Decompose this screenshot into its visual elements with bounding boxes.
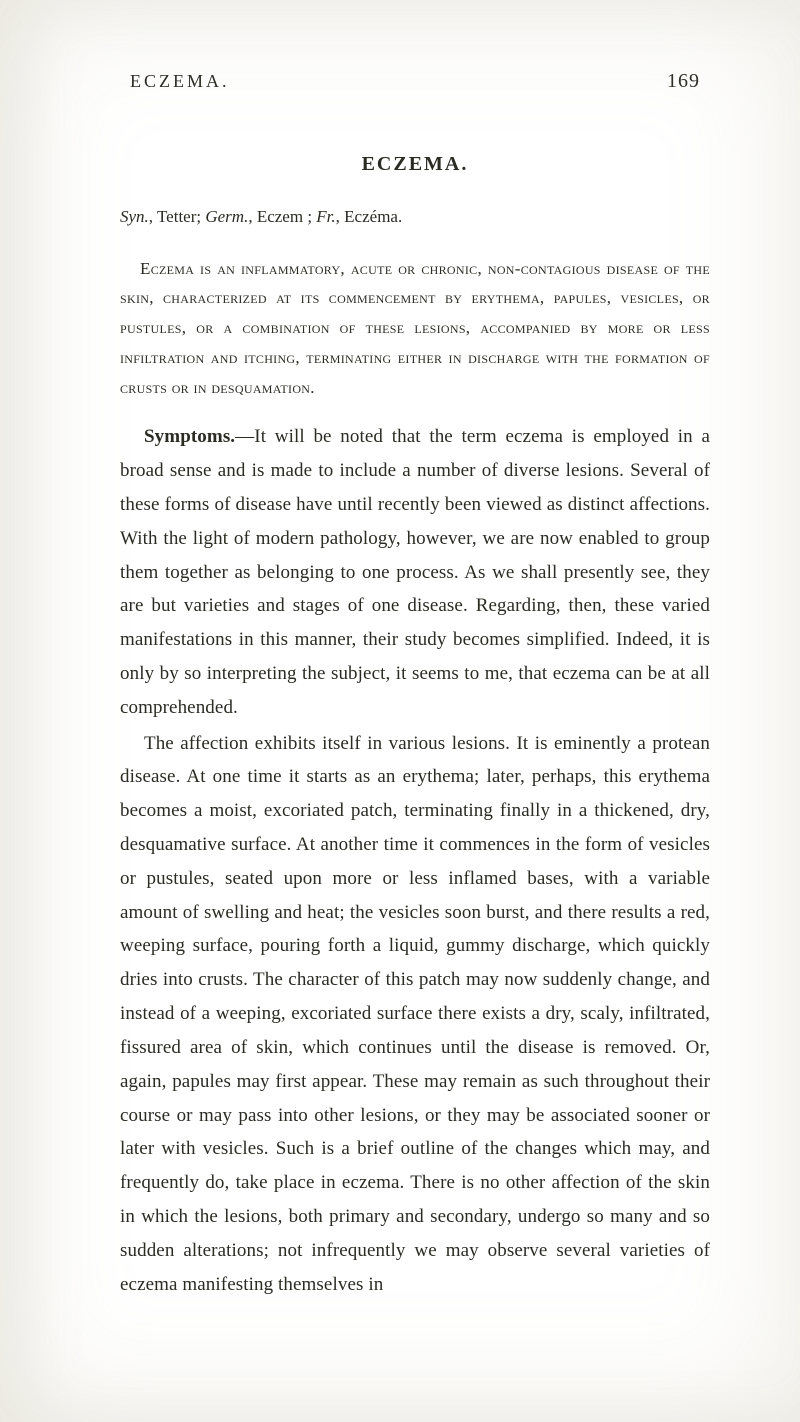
synonym-line: Syn., Tetter; Germ., Eczem ; Fr., Eczéma… (120, 204, 710, 230)
running-head: ECZEMA. (130, 71, 230, 92)
page: ECZEMA. 169 ECZEMA. Syn., Tetter; Germ.,… (0, 0, 800, 1422)
page-number: 169 (667, 70, 700, 93)
page-header: ECZEMA. 169 (120, 70, 710, 93)
run-in-heading: Symptoms. (144, 426, 235, 447)
syn-abbrev: Syn. (120, 207, 149, 226)
paragraph-text: —It will be noted that the term eczema i… (120, 426, 710, 718)
definition-paragraph: Eczema is an inflammatory, acute or chro… (120, 254, 710, 403)
body-paragraph-1: Symptoms.—It will be noted that the term… (120, 420, 710, 724)
paragraph-text: The affection exhibits itself in various… (120, 733, 710, 1295)
syn-text: , Tetter; Germ., Eczem ; Fr., Eczéma. (149, 207, 402, 226)
body-paragraph-2: The affection exhibits itself in various… (120, 727, 710, 1302)
page-title: ECZEMA. (120, 153, 710, 176)
